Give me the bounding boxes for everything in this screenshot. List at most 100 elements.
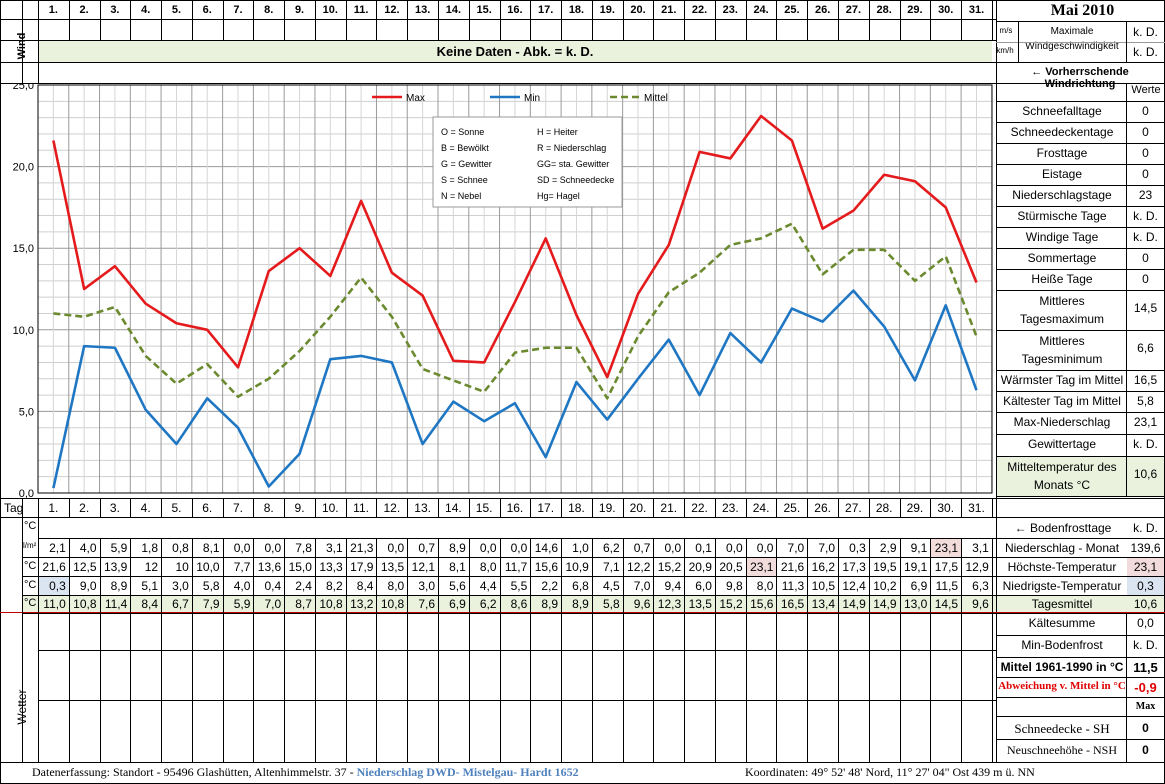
rule-line	[996, 206, 1165, 207]
rule-line	[345, 498, 347, 517]
day-header: 9.	[294, 4, 305, 16]
rule-line	[961, 538, 963, 612]
rule-line	[961, 612, 963, 762]
wind-val-ms: k. D.	[1133, 25, 1158, 39]
rule-line	[253, 612, 255, 762]
rule-line	[838, 19, 840, 40]
rule-line	[314, 498, 316, 517]
rule-line	[776, 498, 778, 517]
cell-tmean: 7,9	[202, 597, 220, 611]
cell-tmax: 10,9	[565, 560, 589, 574]
weather-code-legend	[432, 116, 623, 208]
rule-line	[745, 498, 747, 517]
tag-day: 1.	[48, 501, 59, 515]
day-header: 2.	[79, 4, 89, 16]
cell-tmax: 15,0	[288, 560, 312, 574]
cell-precip: 8,9	[449, 541, 466, 555]
rule-line	[0, 83, 1165, 84]
schneedecke-label: Schneedecke - SH	[1014, 721, 1110, 736]
rule-line	[530, 498, 532, 517]
rule-line	[345, 19, 347, 40]
cell-tmin: 6,3	[972, 579, 989, 593]
cell-precip: 8,1	[202, 541, 220, 555]
rule-line	[161, 498, 163, 517]
tmean-band	[23, 595, 1164, 613]
tag-day: 4.	[140, 501, 151, 515]
cell-tmin: 3,0	[172, 579, 189, 593]
stats-header: Werte	[1131, 84, 1161, 96]
rule-line	[991, 498, 993, 517]
cell-tmax: 13,9	[103, 560, 128, 574]
rule-line	[807, 498, 809, 517]
cell-precip: 0,1	[695, 541, 712, 555]
cell-tmean: 13,4	[811, 597, 836, 611]
rule-line	[530, 19, 532, 40]
stat-value: k. D.	[1133, 437, 1158, 451]
cell-tmax: 19,1	[903, 560, 928, 574]
cell-tmax: 15,2	[657, 560, 682, 574]
rule-line	[684, 19, 686, 40]
weather-code-entry: GG= sta. Gewitter	[537, 159, 609, 169]
highlight-tmin-value	[1127, 577, 1164, 595]
rule-line	[996, 677, 1165, 678]
cell-tmax: 12,1	[411, 560, 435, 574]
rule-line	[314, 612, 316, 762]
y-tick-label: 10,0	[13, 325, 34, 337]
cell-tmean: 10,8	[73, 597, 97, 611]
rule-line	[961, 19, 963, 40]
plot-area	[37, 84, 993, 494]
bodenfrost-value: k. D.	[1133, 521, 1158, 535]
highlight-tmax-value	[1127, 558, 1164, 576]
day-header: 5.	[171, 4, 182, 16]
y-tick-label: 15,0	[13, 243, 34, 255]
rule-line	[653, 498, 655, 517]
cell-precip: 23,1	[934, 541, 959, 555]
highlight-tmax-max	[746, 558, 777, 576]
rule-line	[191, 19, 193, 40]
cell-tmin: 10,2	[873, 579, 897, 593]
rule-line	[22, 517, 23, 612]
day-header: 8.	[264, 4, 274, 16]
day-header: 15.	[476, 4, 492, 16]
cell-tmean: 5,8	[602, 597, 620, 611]
stat-label: Mitteltemperatur des Monats °C	[1007, 460, 1117, 492]
rule-line	[996, 42, 1165, 43]
cell-tmean: 13,2	[350, 597, 374, 611]
cell-tmax: 15,6	[534, 560, 559, 574]
stat-label: Mittleres Tagesminimum	[1021, 334, 1103, 366]
highlight-tmin-min	[39, 577, 69, 595]
cell-tmin: 11,5	[935, 579, 959, 593]
y-tick-label: 20,0	[13, 162, 34, 174]
tag-day: 19.	[598, 501, 616, 515]
day-header: 19.	[599, 4, 615, 16]
cell-tmax: 7,1	[602, 560, 620, 574]
tag-day: 18.	[568, 501, 585, 515]
rule-line	[996, 83, 1165, 84]
row-value-precip: 139,6	[1130, 541, 1161, 555]
rule-line	[930, 19, 932, 40]
cell-tmax: 7,7	[233, 560, 251, 574]
rule-line	[191, 612, 193, 762]
cell-precip: 0,7	[418, 541, 435, 555]
day-header: 22.	[691, 4, 708, 16]
y-tick-label: 25,0	[13, 83, 34, 92]
rule-line	[776, 538, 778, 612]
rule-line	[38, 0, 39, 83]
footer: Datenerfassung: Standort - 95496 Glashüt…	[0, 762, 1165, 784]
rule-line	[996, 227, 1165, 228]
cell-precip: 2,9	[879, 541, 897, 555]
rule-line	[407, 498, 409, 517]
tag-day: 28.	[875, 501, 893, 515]
cell-tmin: 8,0	[387, 579, 405, 593]
rule-line	[0, 517, 1165, 518]
rule-line	[1126, 613, 1127, 762]
cell-precip: 2,1	[49, 541, 66, 555]
rule-line	[407, 19, 409, 40]
rule-line	[996, 0, 997, 762]
wind-val-kmh: k. D.	[1133, 45, 1158, 59]
stat-label: Max-Niederschlag	[1013, 415, 1111, 429]
cell-tmean: 8,4	[141, 597, 159, 611]
cell-tmin: 5,1	[141, 579, 159, 593]
cell-tmean: 8,9	[541, 597, 559, 611]
legend-label: Mittel	[644, 93, 668, 104]
